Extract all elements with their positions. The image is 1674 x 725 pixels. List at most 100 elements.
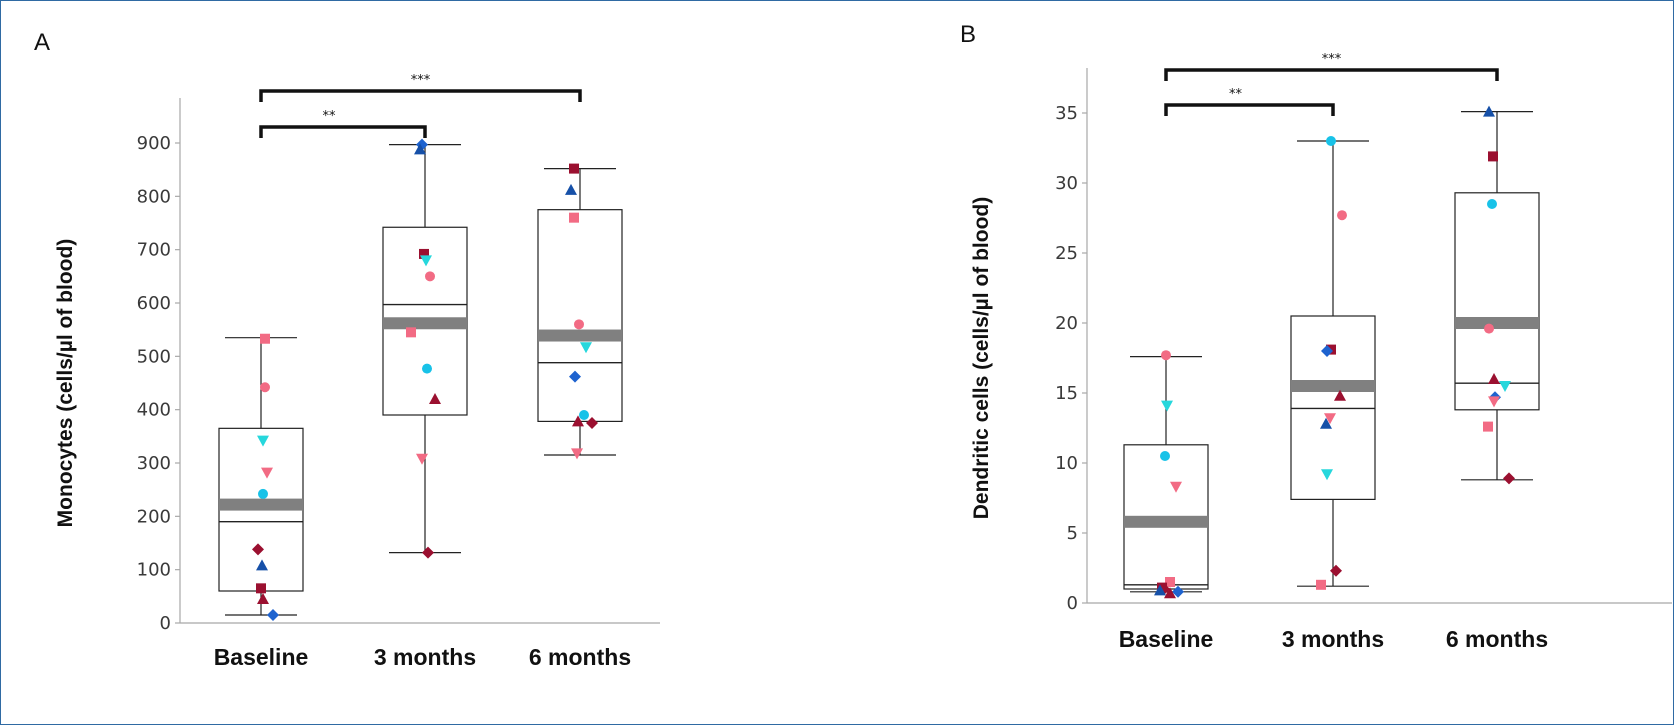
data-point bbox=[1484, 323, 1494, 334]
data-point bbox=[1170, 481, 1182, 493]
y-tick-label: 700 bbox=[137, 240, 171, 261]
category-label: 6 months bbox=[529, 644, 631, 670]
data-point bbox=[574, 319, 584, 330]
data-point bbox=[1161, 400, 1173, 412]
y-tick-label: 0 bbox=[160, 613, 171, 634]
data-point bbox=[1160, 451, 1170, 461]
data-point bbox=[1161, 350, 1171, 361]
data-point bbox=[258, 488, 268, 499]
category-label: 3 months bbox=[1282, 626, 1384, 652]
data-point bbox=[1330, 564, 1342, 577]
y-tick-label: 10 bbox=[1055, 453, 1078, 474]
data-point bbox=[1164, 587, 1176, 599]
y-tick-label: 300 bbox=[137, 453, 171, 474]
data-point bbox=[416, 453, 428, 465]
significance-bracket bbox=[1164, 103, 1335, 116]
significance-label: ** bbox=[323, 109, 337, 124]
panel-letter: A bbox=[34, 29, 50, 56]
mean-bar bbox=[538, 329, 622, 342]
y-tick-label: 600 bbox=[137, 293, 171, 314]
y-tick-label: 900 bbox=[137, 133, 171, 154]
panel-a-chart: A 0 100 200 300 400 500 600 700 800 900 Monocytes (… bbox=[34, 29, 660, 670]
iqr-box bbox=[537, 209, 623, 423]
data-point bbox=[1337, 210, 1347, 221]
mean-bar bbox=[219, 498, 303, 511]
data-point bbox=[569, 370, 581, 383]
data-point bbox=[406, 327, 416, 338]
data-point bbox=[572, 415, 584, 427]
data-point bbox=[1321, 469, 1333, 481]
y-tick-label: 400 bbox=[137, 400, 171, 421]
data-point bbox=[260, 382, 270, 393]
data-point bbox=[580, 342, 592, 354]
box-plot bbox=[1454, 110, 1540, 481]
data-point bbox=[1487, 199, 1497, 209]
data-point bbox=[1488, 151, 1498, 162]
data-point bbox=[252, 543, 264, 556]
data-point bbox=[1488, 396, 1500, 408]
data-point bbox=[1154, 584, 1166, 596]
category-label: Baseline bbox=[1119, 626, 1214, 652]
y-tick-label: 35 bbox=[1055, 103, 1078, 124]
data-point bbox=[1483, 421, 1493, 432]
y-tick-label: 5 bbox=[1067, 523, 1078, 544]
box-plot bbox=[382, 144, 468, 554]
data-point bbox=[569, 163, 579, 174]
y-axis-label: Dendritic cells (cells/µl of blood) bbox=[970, 197, 993, 520]
data-point bbox=[422, 546, 434, 559]
data-point bbox=[1324, 413, 1336, 425]
mean-bar bbox=[1291, 380, 1375, 392]
y-axis-label: Monocytes (cells/µl of blood) bbox=[54, 239, 77, 528]
significance-label: *** bbox=[411, 73, 431, 88]
box-plot bbox=[218, 337, 304, 616]
data-point bbox=[1320, 417, 1332, 429]
mean-bar bbox=[1124, 515, 1208, 528]
data-point bbox=[1483, 105, 1495, 117]
data-point bbox=[257, 593, 269, 604]
significance-bracket bbox=[259, 89, 582, 102]
y-tick-label: 0 bbox=[1067, 593, 1078, 614]
data-point bbox=[414, 143, 426, 155]
data-point bbox=[419, 248, 429, 259]
data-point bbox=[565, 183, 577, 195]
box-plot bbox=[537, 168, 623, 456]
y-tick-label: 20 bbox=[1055, 313, 1078, 334]
data-point bbox=[422, 363, 432, 374]
category-label: 6 months bbox=[1446, 626, 1548, 652]
significance-bracket bbox=[1164, 68, 1499, 81]
data-point bbox=[420, 255, 432, 267]
data-point bbox=[1172, 585, 1184, 598]
y-tick-label: 15 bbox=[1055, 383, 1078, 404]
y-tick-label: 800 bbox=[137, 186, 171, 207]
data-point bbox=[569, 212, 579, 223]
y-tick-label: 500 bbox=[137, 346, 171, 367]
data-point bbox=[1488, 373, 1500, 384]
data-point bbox=[1334, 389, 1346, 401]
data-point bbox=[429, 393, 441, 404]
y-tick-label: 30 bbox=[1055, 173, 1078, 194]
data-point bbox=[261, 467, 273, 479]
data-point bbox=[260, 333, 270, 344]
data-point bbox=[256, 559, 268, 571]
data-point bbox=[571, 448, 583, 460]
panel-b-chart: B 0 5 10 15 20 25 30 35 Dendritic cells (cells/µl… bbox=[960, 21, 1672, 652]
iqr-box bbox=[1454, 192, 1540, 411]
box-plot bbox=[1290, 140, 1376, 587]
category-label: Baseline bbox=[214, 644, 309, 670]
category-label: 3 months bbox=[374, 644, 476, 670]
y-tick-label: 200 bbox=[137, 506, 171, 527]
data-point bbox=[1316, 579, 1326, 590]
data-point bbox=[1165, 577, 1175, 587]
y-tick-label: 100 bbox=[137, 560, 171, 581]
data-point bbox=[1326, 136, 1336, 146]
data-point bbox=[586, 417, 598, 429]
data-point bbox=[1503, 472, 1515, 485]
panel-letter: B bbox=[960, 21, 976, 48]
box-plot bbox=[1123, 356, 1209, 593]
data-point bbox=[1499, 381, 1511, 392]
data-point bbox=[1321, 345, 1333, 357]
data-point bbox=[579, 410, 589, 420]
data-point bbox=[425, 271, 435, 282]
